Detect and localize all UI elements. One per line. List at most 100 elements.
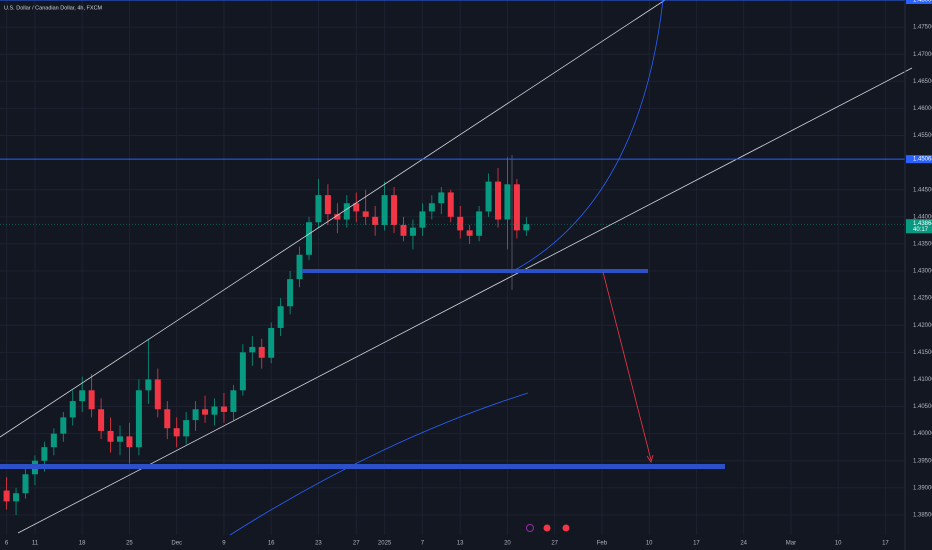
x-tick-label: 27 — [551, 541, 558, 547]
candle-body — [504, 184, 511, 220]
candle-body — [183, 420, 190, 437]
candle-body — [230, 390, 237, 412]
y-tick-label: 1.42500 — [913, 296, 932, 302]
candle-body — [22, 474, 29, 494]
candle-body — [239, 352, 246, 391]
candle-body — [69, 401, 76, 418]
candle-body — [220, 406, 227, 412]
y-tick-label: 1.43500 — [913, 241, 932, 247]
candle-body — [154, 379, 161, 410]
x-tick-label: 13 — [457, 541, 464, 547]
y-tick-label: 1.45500 — [913, 133, 932, 139]
candle-body — [343, 203, 350, 220]
price-label: 1.48000 — [913, 0, 932, 4]
price-label-box — [906, 0, 932, 4]
x-tick-label: 20 — [504, 541, 511, 547]
x-tick-label: 11 — [32, 541, 39, 547]
y-tick-label: 1.44000 — [913, 214, 932, 220]
candle-body — [476, 211, 483, 236]
candle-body — [306, 222, 312, 255]
candle-body — [41, 447, 48, 461]
y-tick-label: 1.43000 — [913, 269, 932, 275]
y-tick-label: 1.42000 — [913, 323, 932, 329]
candle-body — [211, 406, 218, 415]
candle-body — [287, 279, 294, 307]
y-tick-label: 1.47000 — [913, 52, 932, 58]
candle-body — [391, 195, 398, 225]
y-tick-label: 1.39500 — [913, 458, 932, 464]
candle-body — [362, 211, 369, 217]
x-tick-label: 27 — [353, 541, 360, 547]
x-tick-label: 17 — [882, 541, 889, 547]
candle-body — [428, 203, 435, 212]
candle-body — [495, 181, 501, 220]
x-tick-label: Feb — [597, 541, 608, 547]
countdown-label: 40:17 — [913, 227, 929, 233]
projection-curve — [514, 0, 664, 271]
candle-body — [381, 195, 388, 225]
candles — [3, 157, 530, 515]
x-tick-label: Mar — [786, 541, 796, 547]
x-tick-label: 7 — [421, 541, 425, 547]
x-tick-label: 10 — [646, 541, 653, 547]
candle-body — [447, 192, 454, 217]
y-tick-label: 1.40500 — [913, 404, 932, 410]
candle-body — [117, 436, 123, 442]
event-icon — [526, 524, 534, 532]
x-tick-label: 16 — [268, 541, 275, 547]
candle-body — [145, 379, 152, 391]
x-tick-label: 24 — [740, 541, 747, 547]
candle-body — [324, 195, 331, 215]
candle-body — [192, 409, 199, 421]
y-tick-label: 1.40000 — [913, 431, 932, 437]
event-icons — [526, 524, 570, 532]
candle-body — [79, 390, 86, 402]
candle-body — [126, 436, 133, 448]
candle-body — [13, 493, 20, 502]
candle-body — [268, 327, 275, 358]
candle-body — [202, 409, 209, 415]
y-tick-label: 1.46000 — [913, 106, 932, 112]
arrow-line — [602, 271, 652, 461]
candle-body — [353, 203, 360, 212]
candle-body — [50, 433, 57, 448]
time-axis — [0, 535, 905, 550]
x-tick-label: 10 — [835, 541, 842, 547]
x-tick-label: 18 — [79, 541, 86, 547]
last-price-box — [906, 219, 932, 234]
price-label-box — [906, 155, 932, 164]
candle-body — [419, 211, 426, 228]
y-tick-label: 1.38500 — [913, 513, 932, 519]
x-tick-label: Dec — [171, 541, 182, 547]
candle-body — [466, 230, 473, 236]
moving-average — [229, 392, 529, 536]
axes: 1.38500 1.39000 1.39500 1.40000 1.40500 1.410… — [5, 0, 932, 547]
drawings — [0, 0, 913, 534]
target-zone — [0, 464, 725, 469]
y-tick-label: 1.41000 — [913, 377, 932, 383]
y-tick-label: 1.41500 — [913, 350, 932, 356]
levels — [0, 0, 905, 225]
x-tick-label: 2025 — [378, 541, 392, 547]
candle-body — [173, 428, 180, 437]
y-tick-label: 1.46500 — [913, 79, 932, 85]
chart-title: U.S. Dollar / Canadian Dollar, 4h, FXCM — [4, 5, 103, 11]
event-icon — [562, 524, 570, 532]
x-tick-label: 6 — [5, 541, 9, 547]
candle-body — [485, 181, 492, 212]
candle-body — [372, 216, 379, 225]
candle-body — [3, 490, 10, 502]
y-tick-label: 1.39000 — [913, 485, 932, 491]
candle-body — [296, 254, 303, 280]
candle-body — [60, 417, 67, 434]
candle-body — [249, 346, 256, 353]
candle-body — [258, 346, 265, 358]
candle-body — [409, 227, 416, 236]
candle-body — [400, 224, 407, 236]
drawings — [229, 392, 529, 536]
x-tick-label: 9 — [222, 541, 226, 547]
candle-body — [277, 306, 284, 328]
